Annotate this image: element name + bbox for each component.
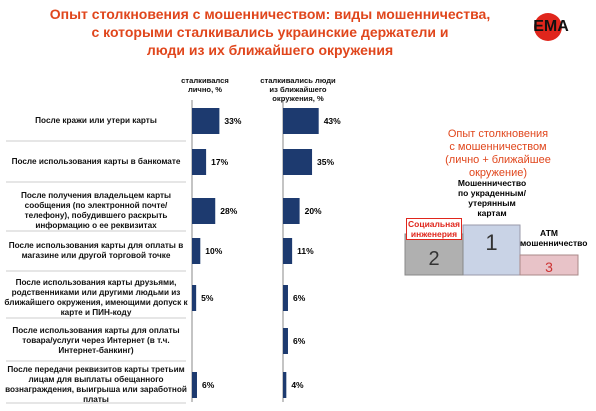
bar bbox=[192, 372, 197, 398]
category-label: После использования карты для оплаты в м… bbox=[8, 241, 184, 260]
bar bbox=[192, 198, 216, 224]
chart-title: с которыми сталкивались украинские держа… bbox=[91, 24, 449, 40]
value-label: 5% bbox=[201, 293, 214, 303]
value-label: 17% bbox=[211, 157, 229, 167]
logo-badge bbox=[534, 13, 562, 41]
podium-title: с мошенничеством bbox=[449, 141, 547, 153]
category-label: После кражи или утери карты bbox=[35, 116, 157, 125]
bar bbox=[283, 328, 288, 354]
bar bbox=[283, 198, 300, 224]
value-label: 6% bbox=[201, 380, 215, 390]
bar bbox=[192, 238, 201, 264]
podium-rank: 1 bbox=[485, 230, 498, 255]
chart-title: люди из их ближайшего окружения bbox=[146, 42, 394, 58]
value-label: 33% bbox=[224, 116, 242, 126]
podium-label: Мошенничество по украденным/ утерянным к… bbox=[457, 178, 527, 218]
chart-title: Опыт столкновения с мошенничеством: виды… bbox=[49, 6, 491, 22]
bar bbox=[192, 285, 197, 311]
category-label: После использования карты для оплаты тов… bbox=[12, 326, 180, 355]
podium-label: Социальная инженерия bbox=[406, 218, 462, 240]
bar bbox=[283, 108, 319, 134]
podium-title: (лично + ближайшее окружение) bbox=[445, 154, 551, 179]
logo: ЕМА bbox=[533, 18, 569, 35]
category-label: После передачи реквизитов карты третьим … bbox=[5, 365, 187, 404]
bar bbox=[283, 285, 288, 311]
value-label: 6% bbox=[292, 293, 306, 303]
value-label: 10% bbox=[205, 246, 223, 256]
series-header: сталкивался лично, % bbox=[181, 76, 229, 94]
podium-title: Опыт столкновения bbox=[447, 128, 549, 140]
value-label: 20% bbox=[304, 206, 322, 216]
bar bbox=[283, 372, 287, 398]
podium-block bbox=[462, 224, 521, 276]
podium-label: АТМ мошенничество bbox=[520, 228, 588, 248]
value-label: 35% bbox=[317, 157, 335, 167]
bar bbox=[192, 149, 207, 175]
bar bbox=[283, 238, 293, 264]
value-label: 11% bbox=[297, 246, 314, 256]
podium-block bbox=[404, 233, 464, 276]
category-label: После использования карты в банкомате bbox=[11, 157, 181, 166]
series-header: сталкивались люди из ближайшего окружени… bbox=[260, 76, 336, 103]
podium-rank: 2 bbox=[428, 248, 440, 270]
bar bbox=[192, 108, 220, 134]
podium-block bbox=[519, 254, 579, 276]
podium-rank: 3 bbox=[545, 259, 553, 275]
value-label: 6% bbox=[292, 336, 306, 346]
value-label: 28% bbox=[220, 206, 238, 216]
value-label: 43% bbox=[323, 116, 341, 126]
bar bbox=[283, 149, 313, 175]
category-label: После использования карты друзьями, родс… bbox=[4, 278, 188, 317]
value-label: 4% bbox=[291, 380, 304, 390]
category-label: После получения владельцем карты сообщен… bbox=[20, 191, 171, 230]
